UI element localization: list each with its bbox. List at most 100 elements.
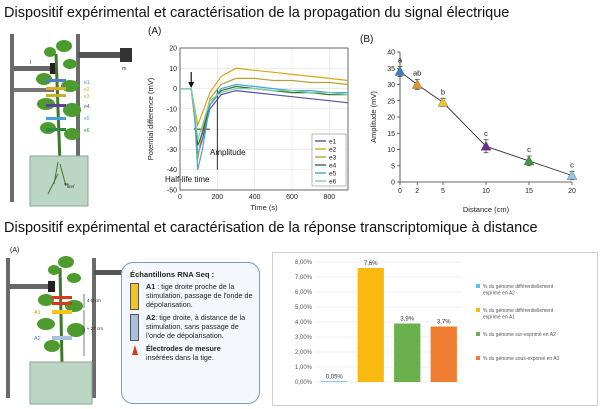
y-tick-label: -40 [167,167,177,174]
series-line-e6 [180,87,349,140]
clamp-left [50,63,56,74]
bar-0 [321,381,348,383]
legend-label-1: % du génome différentiellement exprimé en… [483,308,554,321]
arm-top [94,270,122,275]
legend-label-e4: e4 [329,163,337,170]
y-tick-label: -30 [167,147,177,154]
a2-swatch [130,314,139,341]
plant-diagram-top: e1 e2 e3 e4 e5 e6 m I ref [10,34,132,207]
electrodes-text: insérées dans la tige. [146,353,214,362]
legend-label-3: % du génome sous-exprimé en A1 [483,356,560,362]
a1-text: : tige droite proche de la stimulation, … [146,282,253,309]
x-tick-label: 600 [286,194,298,201]
x-tick-label: 800 [323,194,335,201]
plant-diagram-bottom: (A) A1 A2 4-5 cm ≈ 27 cm [6,247,122,405]
x-tick-label: 0 [398,188,402,195]
y-tick-label: 30 [387,82,395,89]
x-tick-label: 5 [441,188,445,195]
y-tick-label: 4,00% [295,320,313,326]
arm-top [78,52,128,58]
electrode-1 [52,296,72,299]
distance-long-label: ≈ 27 cm [87,326,103,331]
support-pole-left [6,258,10,398]
legend-label-0: % du génome différentiellement exprimé en… [483,284,554,297]
panel-label-a-bottom: (A) [10,247,19,254]
electrode-label-e3: e3 [84,94,90,100]
y-tick-label: -20 [167,127,177,134]
rna-seq-heading: Échantillons RNA Seq : [130,270,215,279]
arm-left [14,66,50,71]
y-tick-label: 20 [387,115,395,122]
y-tick-label: 10 [387,147,395,154]
electrodes-heading: Électrodes de mesure [146,344,221,353]
legend-label-e6: e6 [329,179,337,186]
y-tick-label: 25 [387,98,395,105]
bar-value-label: 0,05% [326,374,344,380]
x-tick-label: 200 [211,194,223,201]
y-tick-label: 5 [391,163,395,170]
distance-short-label: 4-5 cm [87,298,101,303]
legend-label-e1: e1 [329,139,337,146]
x-tick-label: 0 [178,194,182,201]
bar-value-label: 3,9% [400,317,414,323]
x-tick-label: 400 [249,194,261,201]
y-tick-label: 1,00% [295,365,313,371]
a2-text: : tige droite, à distance de la stimulat… [146,313,246,340]
electrode-2 [52,302,72,305]
y-tick-label: 0 [173,86,177,93]
electrode-label-e5: e5 [84,116,90,122]
sample-zone-a2 [52,336,72,340]
plant-stem [58,267,64,365]
data-point-4 [523,155,535,166]
x-tick-label: 2 [415,188,419,195]
electrodes-top [46,79,66,131]
clamp-block [120,48,132,62]
half-life-annotation: Half-life time [165,175,210,184]
y-tick-label: 10 [169,66,177,73]
legend-label-e3: e3 [329,155,337,162]
clamp-left [48,281,55,292]
arm-left-lower [14,88,54,92]
electrode-label-e1: e1 [84,80,90,86]
legend-box [311,133,347,187]
y-tick-label: 2,00% [295,350,313,356]
x-tick-label: 20 [568,188,576,195]
bar-2 [394,323,421,382]
y-tick-label: 35 [387,66,395,73]
x-axis-label: Time (s) [250,203,278,212]
series-line-e2 [180,67,349,128]
x-tick-label: 10 [482,188,490,195]
legend-swatch-2 [476,332,480,336]
top-title: Dispositif expérimental et caractérisati… [4,5,510,21]
bottom-title: Dispositif expérimental et caractérisati… [4,220,538,236]
soil-pot [29,155,89,207]
y-tick-label: -10 [167,106,177,113]
soil-pot [29,361,93,405]
bar-3 [430,326,457,382]
a2-code: A2 [146,313,156,322]
data-point-3 [480,140,492,151]
significance-letter: b [441,87,445,96]
legend-label-2: % du génome sur-exprimé en A2 [483,332,556,338]
plant-stem [54,53,62,165]
x-axis-label: Distance (cm) [463,205,510,214]
legend-swatch-0 [476,284,480,288]
data-point-1 [411,79,423,89]
y-axis-label: Potential difference (mV) [146,77,155,160]
a1-label: A1 [34,310,41,316]
ref-electrode [64,183,69,188]
y-tick-label: 0,00% [295,380,313,386]
significance-letter: c [527,145,531,154]
a1-description: A1 : tige droite proche de la stimulatio… [130,282,253,310]
support-pole-right [76,34,80,202]
y-tick-label: 0 [391,180,395,187]
series-line-e5 [180,83,348,170]
trend-line [399,71,573,176]
data-point-0 [394,66,406,76]
plant-roots [47,161,67,195]
bar-value-label: 7,6% [364,261,378,267]
amplitude-annotation: Amplitude [210,148,246,157]
a1-swatch [130,283,139,310]
